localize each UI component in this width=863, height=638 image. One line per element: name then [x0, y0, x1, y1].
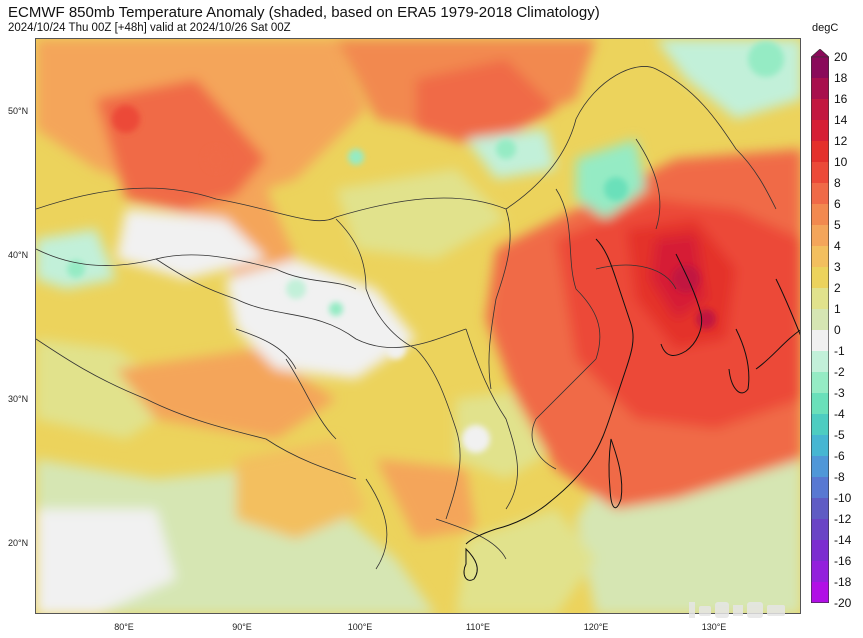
colorbar-tick-label: -3: [834, 386, 845, 400]
colorbar-segment: [811, 120, 829, 142]
colorbar-tick-label: -2: [834, 365, 845, 379]
colorbar-segment: [811, 582, 829, 603]
colorbar-tick-label: -1: [834, 344, 845, 358]
lon-label-120e: 120°E: [583, 622, 609, 632]
colorbar-segment: [811, 351, 829, 373]
colorbar-segment: [811, 267, 829, 289]
lat-label-40n: 40°N: [8, 250, 29, 260]
colorbar-tick-label: 14: [834, 113, 848, 127]
anomaly-map: [35, 38, 801, 614]
colorbar-tick-label: -18: [834, 575, 852, 589]
colorbar-tick-label: 1: [834, 302, 841, 316]
country-borders: [36, 66, 777, 570]
colorbar-segment: [811, 225, 829, 247]
lat-label-20n: 20°N: [8, 538, 29, 548]
lon-label-80e: 80°E: [114, 622, 134, 632]
watermark: [689, 602, 785, 618]
colorbar-tick-label: 4: [834, 239, 841, 253]
lon-label-100e: 100°E: [347, 622, 373, 632]
lat-label-30n: 30°N: [8, 394, 29, 404]
colorbar-tick-label: 2: [834, 281, 841, 295]
colorbar-segment: [811, 393, 829, 415]
colorbar-segment: [811, 78, 829, 100]
colorbar-segment: [811, 540, 829, 562]
colorbar-segment: [811, 99, 829, 121]
anomaly-speckles: [67, 41, 784, 453]
colorbar-tick-label: 5: [834, 218, 841, 232]
colorbar-segment: [811, 435, 829, 457]
colorbar-segment: [811, 141, 829, 163]
colorbar: [811, 49, 829, 603]
colorbar-tick-label: 16: [834, 92, 848, 106]
colorbar-unit: degC: [812, 22, 839, 34]
chart-subtitle: 2024/10/24 Thu 00Z [+48h] valid at 2024/…: [8, 22, 291, 34]
colorbar-tick-label: -16: [834, 554, 852, 568]
colorbar-tick-label: 18: [834, 71, 848, 85]
lon-label-130e: 130°E: [701, 622, 727, 632]
colorbar-tick-label: 10: [834, 155, 848, 169]
colorbar-tick-label: -4: [834, 407, 845, 421]
colorbar-segment: [811, 372, 829, 394]
colorbar-segment: [811, 498, 829, 520]
colorbar-segment: [811, 477, 829, 499]
colorbar-segment: [811, 561, 829, 583]
colorbar-tick-label: 8: [834, 176, 841, 190]
colorbar-segment: [811, 204, 829, 226]
colorbar-segment: [811, 288, 829, 310]
colorbar-tick-label: 6: [834, 197, 841, 211]
colorbar-arrow: [811, 49, 829, 58]
colorbar-tick-label: -10: [834, 491, 852, 505]
colorbar-segment: [811, 456, 829, 478]
colorbar-segment: [811, 330, 829, 352]
lon-label-90e: 90°E: [232, 622, 252, 632]
lon-label-110e: 110°E: [466, 622, 490, 632]
map-canvas: [36, 39, 800, 613]
lat-label-50n: 50°N: [8, 106, 29, 116]
colorbar-tick-label: -6: [834, 449, 845, 463]
colorbar-tick-label: -20: [834, 596, 852, 610]
colorbar-tick-label: 0: [834, 323, 841, 337]
colorbar-tick-label: -8: [834, 470, 845, 484]
coastlines: [463, 238, 800, 581]
colorbar-segment: [811, 309, 829, 331]
colorbar-segment: [811, 246, 829, 268]
colorbar-segment: [811, 183, 829, 205]
colorbar-tick-label: 12: [834, 134, 848, 148]
colorbar-segment: [811, 519, 829, 541]
colorbar-frame: [811, 56, 829, 603]
colorbar-segment: [811, 162, 829, 184]
colorbar-tick-label: -5: [834, 428, 845, 442]
colorbar-tick-label: -12: [834, 512, 852, 526]
colorbar-segment: [811, 57, 829, 79]
chart-title: ECMWF 850mb Temperature Anomaly (shaded,…: [8, 4, 600, 21]
colorbar-segment: [811, 414, 829, 436]
colorbar-tick-label: -14: [834, 533, 852, 547]
colorbar-tick-label: 3: [834, 260, 841, 274]
colorbar-tick-label: 20: [834, 50, 848, 64]
